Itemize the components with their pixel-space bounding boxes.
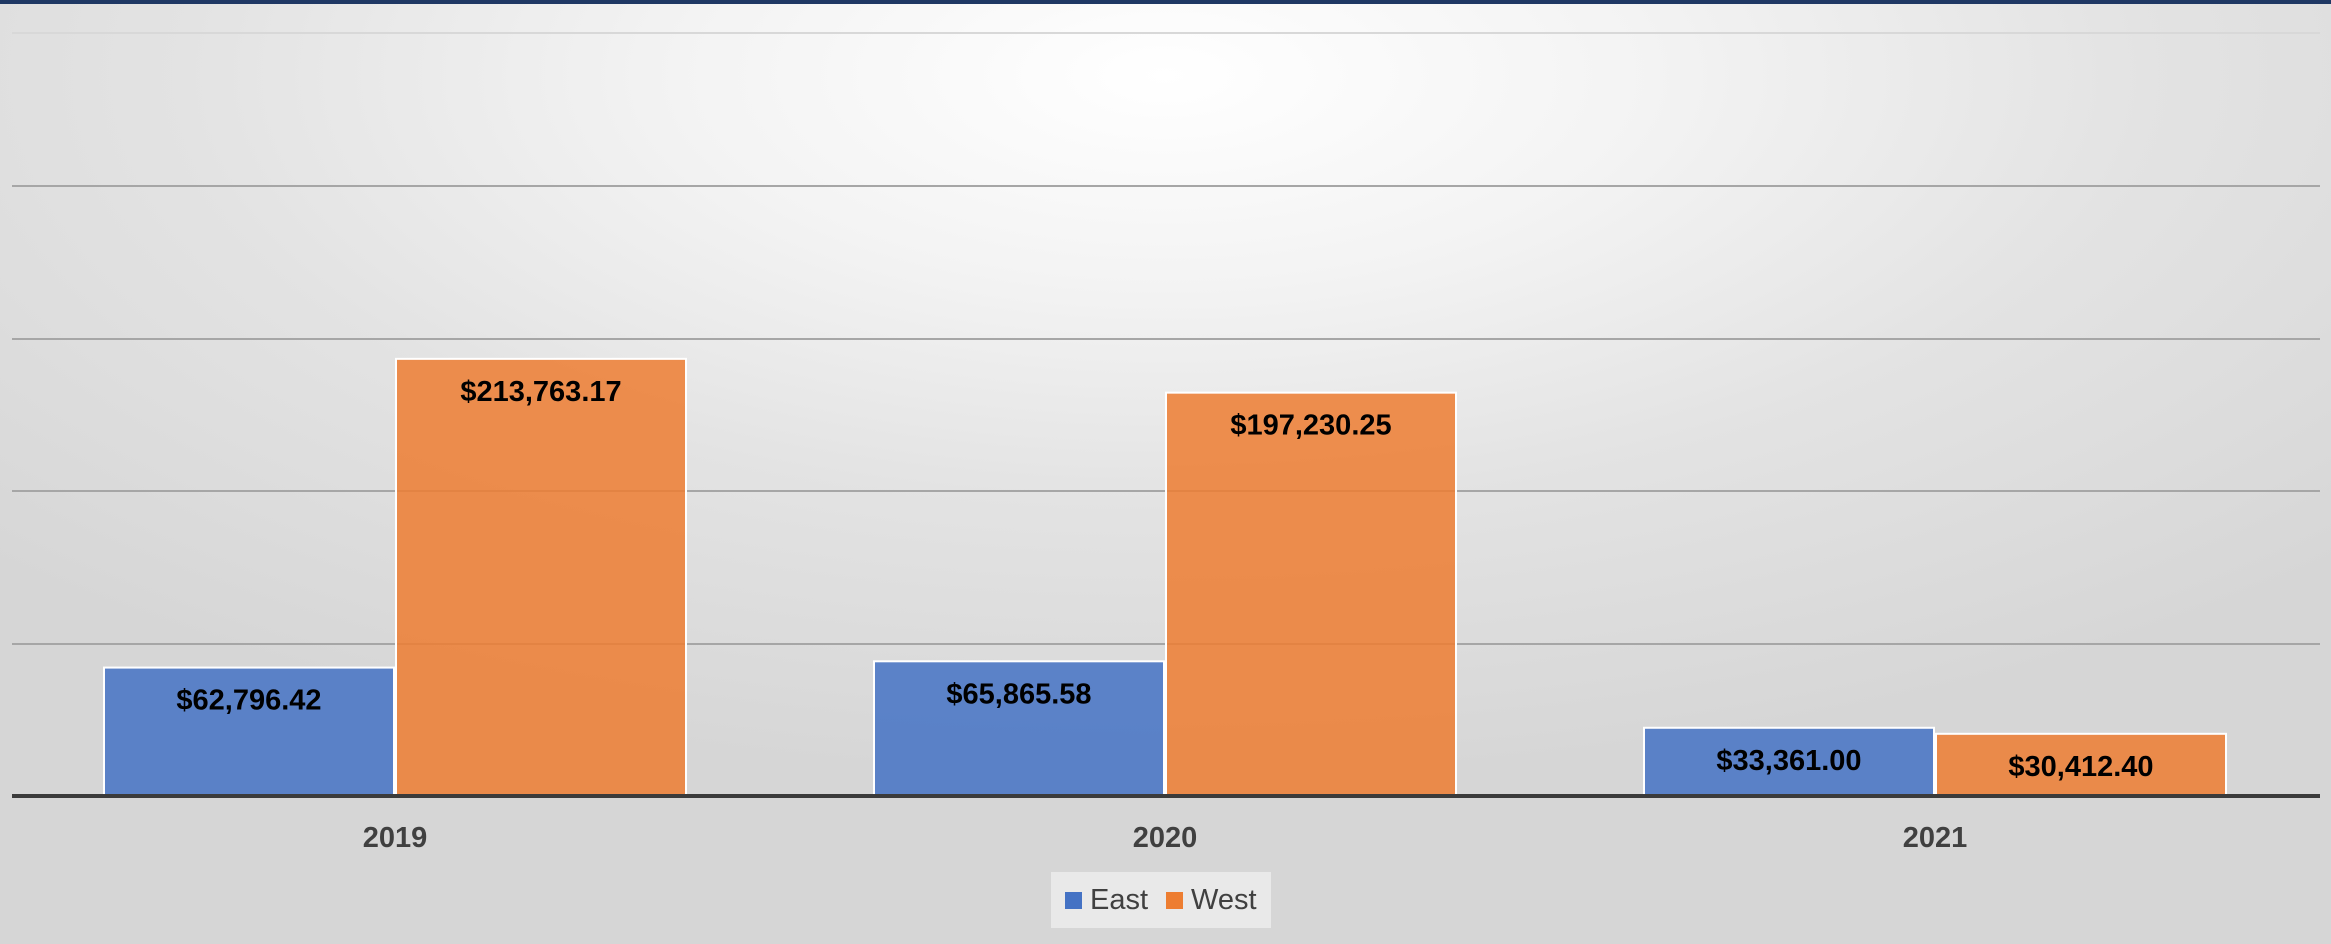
x-tick-label-2020: 2020 <box>1133 822 1198 854</box>
data-label-west-2020: $197,230.25 <box>1230 410 1391 442</box>
legend-swatch-east <box>1065 891 1082 909</box>
data-label-west-2021: $30,412.40 <box>2008 751 2153 783</box>
data-label-east-2020: $65,865.58 <box>946 678 1091 710</box>
legend-label-west: West <box>1191 883 1257 916</box>
bar-east-2021 <box>1643 726 1935 797</box>
x-tick-label-2019: 2019 <box>363 822 428 854</box>
bar-east-2019 <box>103 666 395 797</box>
x-tick-label-2021: 2021 <box>1903 822 1968 854</box>
bar-west-2020 <box>1165 391 1457 797</box>
data-label-east-2019: $62,796.42 <box>176 685 321 717</box>
legend-label-east: East <box>1090 883 1149 916</box>
top-border <box>0 0 2331 4</box>
data-label-east-2021: $33,361.00 <box>1716 745 1861 777</box>
bar-west-2019 <box>395 357 687 797</box>
legend: East West <box>1051 872 1271 928</box>
data-label-west-2019: $213,763.17 <box>460 376 621 408</box>
legend-item-west: West <box>1166 884 1257 917</box>
bar-west-2021 <box>1935 732 2227 797</box>
legend-swatch-west <box>1166 891 1184 909</box>
legend-item-east: East <box>1065 884 1148 917</box>
